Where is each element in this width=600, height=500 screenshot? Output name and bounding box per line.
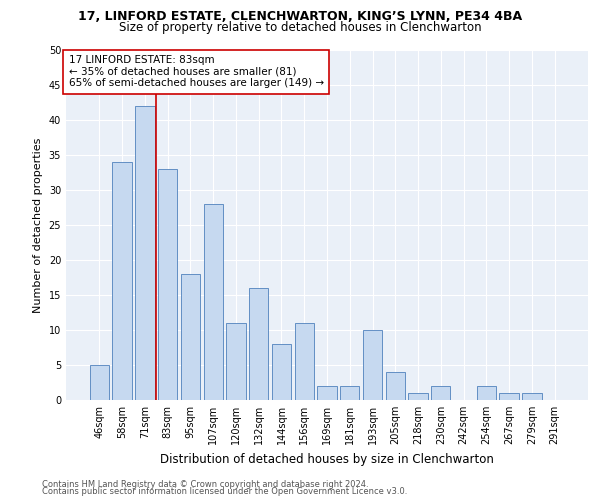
Text: Size of property relative to detached houses in Clenchwarton: Size of property relative to detached ho… (119, 21, 481, 34)
Bar (135, 106, 155, 400)
Bar (272, 344, 291, 400)
Bar (499, 393, 519, 400)
Bar (295, 323, 314, 400)
Bar (181, 274, 200, 400)
Bar (317, 386, 337, 400)
Bar (90, 365, 109, 400)
Text: 17, LINFORD ESTATE, CLENCHWARTON, KING’S LYNN, PE34 4BA: 17, LINFORD ESTATE, CLENCHWARTON, KING’S… (78, 10, 522, 23)
Text: Contains public sector information licensed under the Open Government Licence v3: Contains public sector information licen… (42, 487, 407, 496)
Bar (522, 393, 542, 400)
X-axis label: Distribution of detached houses by size in Clenchwarton: Distribution of detached houses by size … (160, 452, 494, 466)
Bar (112, 162, 132, 400)
Bar (386, 372, 405, 400)
Bar (431, 386, 451, 400)
Y-axis label: Number of detached properties: Number of detached properties (33, 138, 43, 312)
Bar (158, 169, 178, 400)
Bar (203, 204, 223, 400)
Text: 17 LINFORD ESTATE: 83sqm
← 35% of detached houses are smaller (81)
65% of semi-d: 17 LINFORD ESTATE: 83sqm ← 35% of detach… (68, 56, 324, 88)
Bar (476, 386, 496, 400)
Text: Contains HM Land Registry data © Crown copyright and database right 2024.: Contains HM Land Registry data © Crown c… (42, 480, 368, 489)
Bar (363, 330, 382, 400)
Bar (249, 288, 268, 400)
Bar (409, 393, 428, 400)
Bar (226, 323, 245, 400)
Bar (340, 386, 359, 400)
